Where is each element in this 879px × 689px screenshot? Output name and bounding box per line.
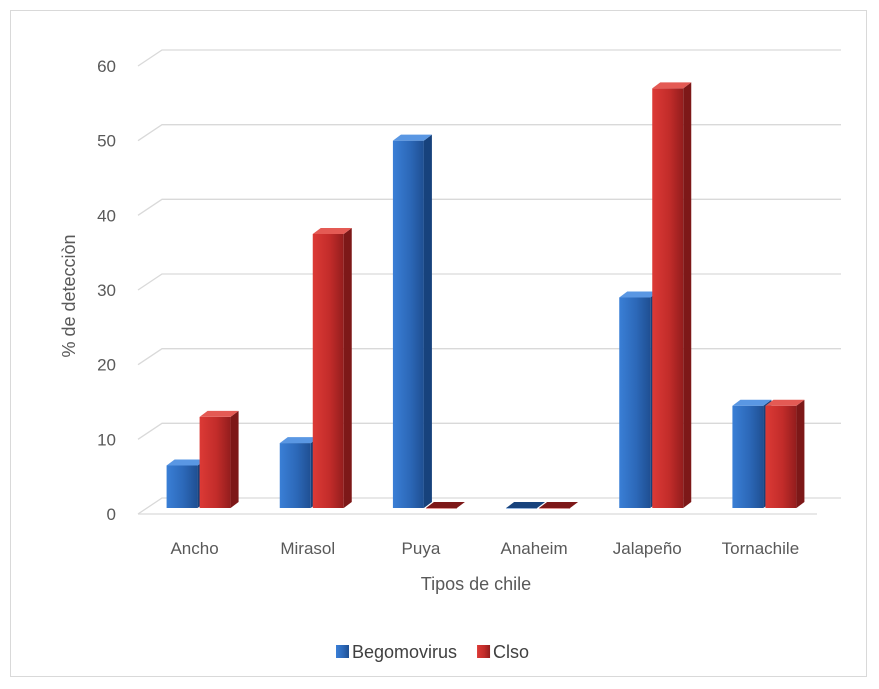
x-axis-title: Tipos de chile — [421, 574, 531, 594]
gridline — [137, 124, 841, 142]
gridline — [137, 273, 841, 291]
bar-clso-anaheim — [539, 502, 579, 509]
x-tick-label: Puya — [402, 539, 441, 558]
gridline — [137, 198, 841, 216]
bar-top — [279, 437, 319, 444]
bar-begomovirus-anaheim — [506, 502, 546, 509]
x-tick-label: Mirasol — [280, 539, 335, 558]
y-tick-label: 0 — [107, 505, 116, 524]
bar-top — [765, 399, 805, 406]
bar-side — [343, 228, 352, 508]
gridline — [137, 49, 841, 67]
bar-top — [619, 291, 659, 298]
y-tick-label: 50 — [97, 132, 116, 151]
x-tick-label: Ancho — [170, 539, 218, 558]
y-tick-label: 40 — [97, 206, 116, 225]
y-tick-labels: 0 10 20 30 40 50 60 — [97, 57, 116, 524]
bar-side — [796, 399, 805, 508]
chart-frame — [10, 10, 867, 677]
bar-begomovirus-puya — [392, 134, 432, 508]
bar-side — [683, 82, 692, 509]
bar-front — [166, 465, 198, 508]
bar-front — [425, 508, 457, 509]
bar-top — [166, 459, 206, 466]
gridline — [137, 497, 841, 515]
bar-side — [230, 410, 239, 508]
legend-item-begomovirus: Begomovirus — [336, 642, 457, 662]
gridline — [137, 348, 841, 366]
y-tick-label: 30 — [97, 281, 116, 300]
bar-front — [732, 405, 764, 508]
bar-clso-tornachile — [765, 399, 805, 508]
legend-label: Begomovirus — [352, 642, 457, 662]
bar-top — [732, 399, 772, 406]
bar-clso-mirasol — [312, 228, 352, 508]
bar-clso-puya — [425, 502, 465, 509]
bar-front — [765, 405, 797, 508]
y-tick-label: 20 — [97, 356, 116, 375]
legend-item-clso: Clso — [477, 642, 529, 662]
x-tick-label: Tornachile — [722, 539, 800, 558]
x-tick-labels: Ancho Mirasol Puya Anaheim Jalapeño Tornachil… — [170, 539, 799, 558]
bar-clso-ancho — [199, 410, 239, 508]
gridlines — [137, 49, 841, 515]
bar-top — [199, 410, 239, 417]
bar-top — [539, 502, 579, 508]
y-axis-title: % de detecciòn — [59, 234, 79, 357]
bar-top — [425, 502, 465, 508]
y-tick-label: 10 — [97, 430, 116, 449]
bar-clso-jalapeño — [652, 82, 692, 509]
bar-side — [423, 134, 432, 508]
bar-front — [312, 234, 344, 508]
legend: Begomovirus Clso — [336, 642, 529, 662]
y-tick-label: 60 — [97, 57, 116, 76]
bars — [166, 82, 805, 509]
bar-front — [199, 416, 231, 508]
legend-swatch — [477, 645, 491, 658]
bar-top — [392, 134, 432, 141]
bar-front — [539, 508, 571, 509]
bar-top — [506, 502, 546, 508]
bar-front — [279, 443, 311, 508]
bar-front — [392, 140, 424, 508]
bar-front — [652, 88, 684, 509]
bar-front — [619, 297, 651, 508]
bar-top — [652, 82, 692, 89]
legend-label: Clso — [493, 642, 529, 662]
bar-front — [506, 508, 538, 509]
bar-top — [312, 228, 352, 234]
legend-swatch — [336, 645, 349, 658]
x-tick-label: Anaheim — [501, 539, 568, 558]
x-tick-label: Jalapeño — [613, 539, 682, 558]
gridline — [137, 422, 841, 440]
